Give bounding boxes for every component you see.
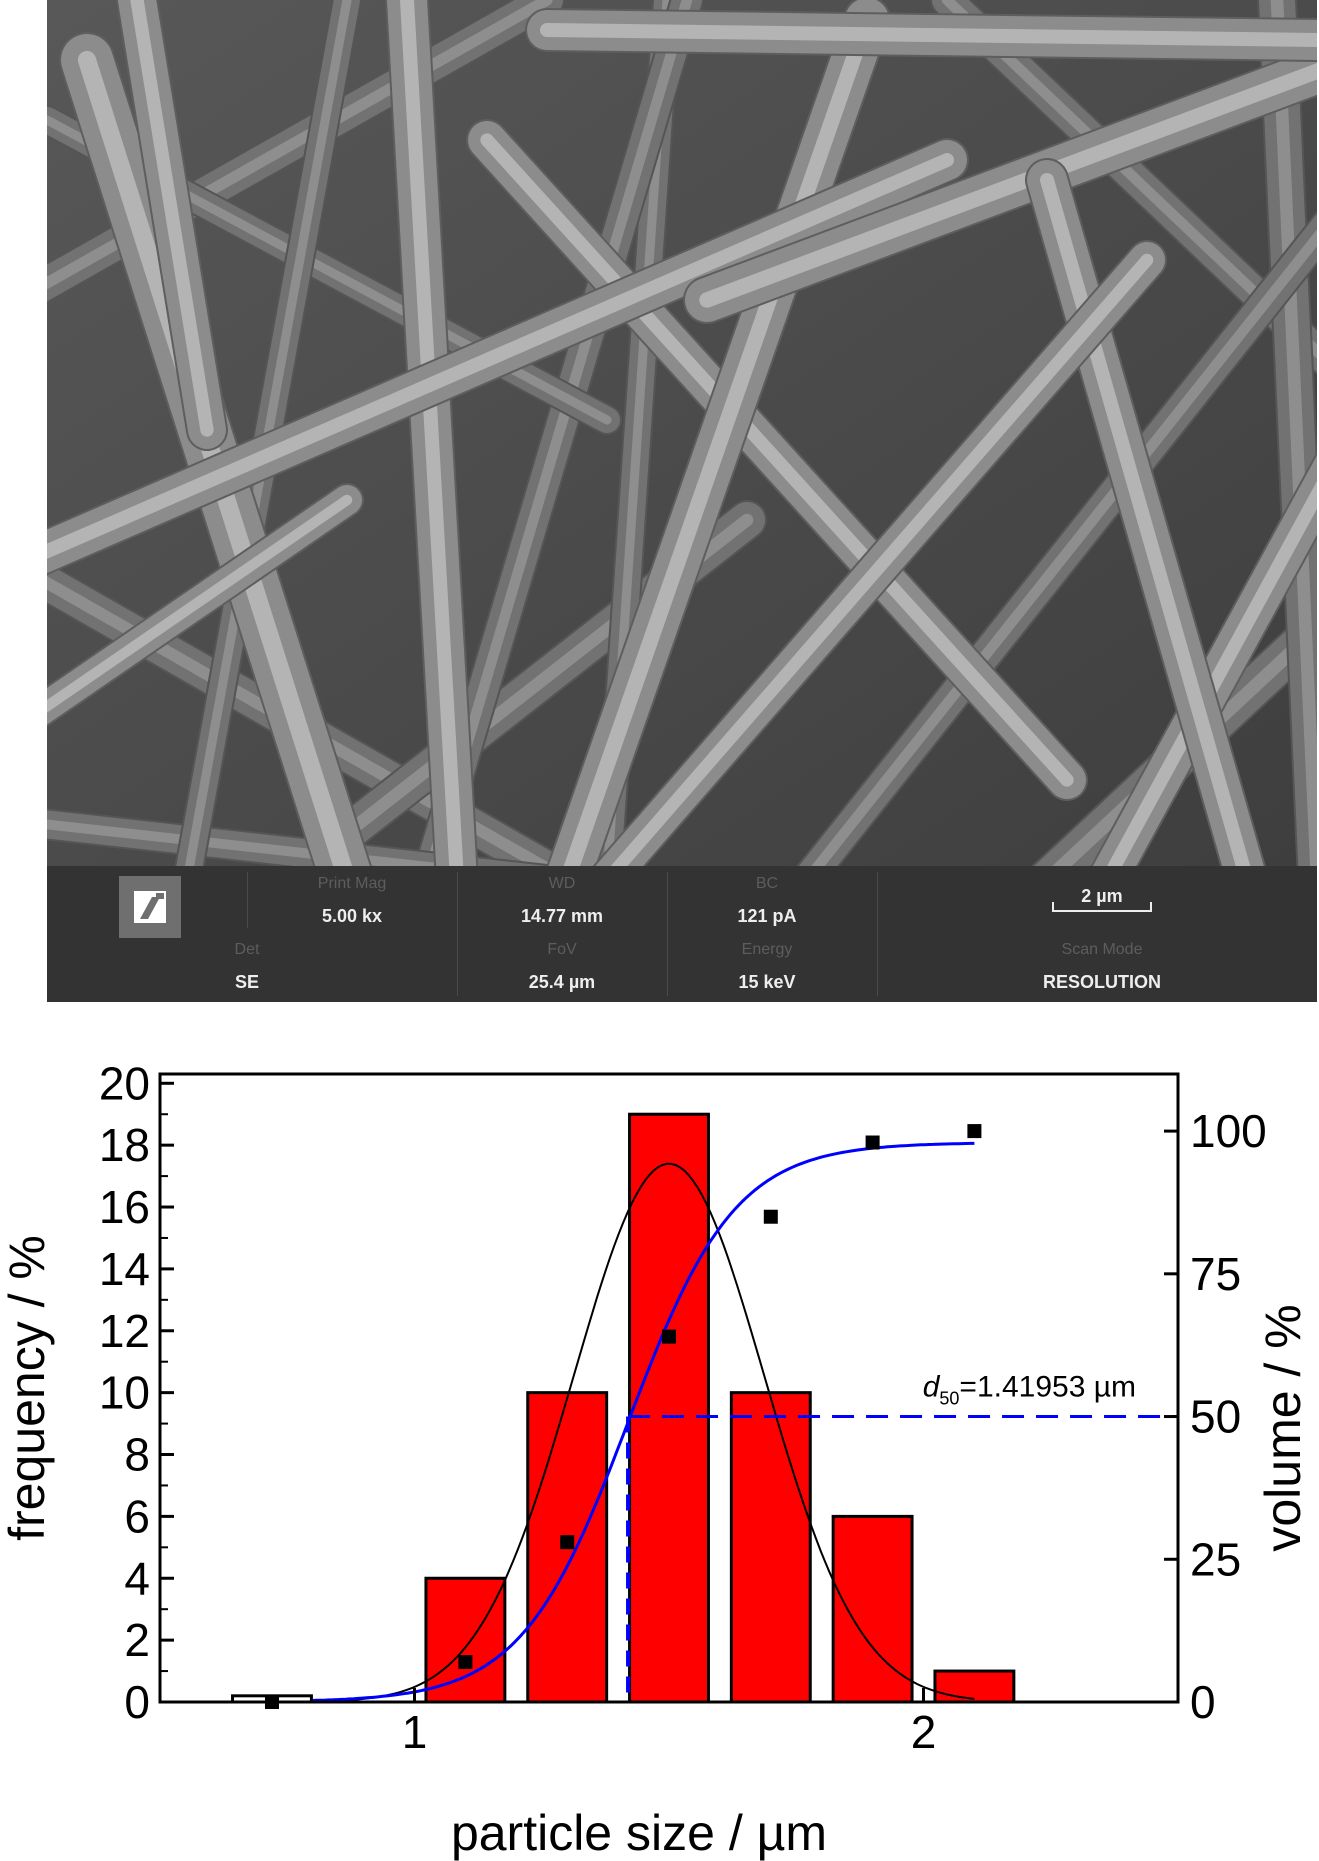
histogram-bar: [729, 1391, 812, 1704]
fit-curves: [272, 1141, 975, 1703]
fiber-strand: [47, 494, 353, 713]
d50-subscript: 50: [939, 1389, 959, 1409]
info-divider: [877, 872, 878, 996]
print-mag-value: 5.00 kx: [321, 906, 383, 926]
y-left-tick-label: 2: [124, 1614, 150, 1666]
det-value: SE: [234, 972, 259, 992]
cumulative-data-point: [865, 1135, 880, 1150]
scale-bar-line: [1052, 902, 1152, 912]
wd-field: WD 14.77 mm: [462, 874, 662, 928]
y-left-tick-label: 20: [99, 1057, 150, 1109]
bc-field: BC 121 pA: [667, 874, 867, 928]
fiber-strand: [47, 153, 954, 559]
cumulative-fit-curve: [312, 1141, 975, 1702]
plot-frame: [158, 1072, 1180, 1704]
fov-value: 25.4 µm: [528, 972, 596, 992]
cumulative-data-point: [560, 1535, 575, 1550]
histogram-bar: [831, 1514, 914, 1704]
fiber-strand: [480, 133, 1074, 787]
y-axis-left-label: frequency / %: [0, 1235, 55, 1541]
fov-field: FoV 25.4 µm: [462, 940, 662, 994]
histogram-bar: [628, 1112, 710, 1704]
fiber-strand: [130, 0, 214, 437]
x-axis-label: particle size / µm: [451, 1805, 827, 1861]
x-tick-label: 1: [402, 1706, 428, 1758]
y-left-tick-label: 6: [124, 1490, 150, 1542]
sem-fiber-image: [47, 0, 1317, 866]
print-mag-caption: Print Mag: [317, 875, 387, 892]
d50-value: =1.41953 µm: [959, 1371, 1136, 1404]
fiber-strand: [811, 229, 1317, 866]
y-left-tick-label: 16: [99, 1181, 150, 1233]
info-divider: [457, 872, 458, 996]
y-axis-right-label: volume / %: [1255, 1304, 1311, 1551]
scale-bar-label: 2 µm: [1081, 886, 1123, 906]
y-right-tick-label: 25: [1190, 1533, 1241, 1585]
cumulative-points: [264, 1124, 982, 1709]
fiber-strand: [400, 0, 464, 866]
fiber-strand: [1040, 173, 1251, 866]
bc-caption: BC: [755, 875, 779, 892]
fiber-strand: [1107, 481, 1317, 866]
scan-mode-field: Scan Mode RESOLUTION: [1002, 940, 1202, 994]
energy-value: 15 keV: [738, 972, 796, 992]
fiber-strand: [1270, 0, 1317, 866]
fiber-strand: [47, 819, 466, 866]
fiber-strand: [563, 12, 875, 866]
histogram-bar: [933, 1669, 1016, 1704]
scan-mode-value: RESOLUTION: [1042, 972, 1161, 992]
d50-reference-lines: [626, 1415, 1178, 1702]
y-left-tick-label: 12: [99, 1305, 150, 1357]
histogram-bars: [231, 1112, 1016, 1704]
y-right-tick-label: 0: [1190, 1676, 1216, 1728]
y-left-tick-label: 10: [99, 1367, 150, 1419]
histogram-bar: [424, 1576, 507, 1704]
y-right-tick-label: 50: [1190, 1391, 1241, 1443]
sem-info-bar: Print Mag 5.00 kx WD 14.77 mm BC 121 pA …: [47, 866, 1317, 1002]
y-left-tick-label: 14: [99, 1243, 150, 1295]
fiber-strand: [47, 0, 553, 290]
det-caption: Det: [234, 941, 260, 958]
sem-micrograph-panel: Print Mag 5.00 kx WD 14.77 mm BC 121 pA …: [47, 0, 1317, 1002]
y-left-tick-label: 0: [124, 1676, 150, 1728]
y-left-tick-label: 4: [124, 1552, 150, 1604]
fiber-strand: [540, 23, 1317, 47]
wd-value: 14.77 mm: [520, 906, 604, 926]
wd-caption: WD: [548, 875, 576, 892]
cumulative-data-point: [967, 1124, 982, 1139]
scale-bar: 2 µm: [1052, 884, 1152, 912]
scan-mode-caption: Scan Mode: [1061, 941, 1143, 958]
cumulative-data-point: [662, 1329, 676, 1344]
d50-annotation: d50=1.41953 µm: [923, 1371, 1136, 1409]
info-divider: [667, 872, 668, 996]
y-right-tick-label: 100: [1190, 1105, 1267, 1157]
det-field: Det SE: [147, 940, 347, 994]
energy-caption: Energy: [741, 941, 793, 958]
fov-caption: FoV: [547, 941, 577, 958]
cumulative-data-point: [763, 1209, 778, 1224]
info-divider: [247, 872, 248, 928]
y-left-tick-label: 18: [99, 1119, 150, 1171]
print-mag-field: Print Mag 5.00 kx: [252, 874, 452, 928]
d50-symbol: d: [923, 1371, 941, 1404]
y-left-tick-label: 8: [124, 1429, 150, 1481]
x-tick-label: 2: [911, 1706, 937, 1758]
fiber-strand: [610, 253, 1154, 866]
y-right-tick-label: 75: [1190, 1248, 1241, 1300]
bc-value: 121 pA: [737, 906, 797, 926]
microscope-logo-icon: [119, 876, 181, 938]
energy-field: Energy 15 keV: [667, 940, 867, 994]
cumulative-data-point: [458, 1655, 473, 1670]
